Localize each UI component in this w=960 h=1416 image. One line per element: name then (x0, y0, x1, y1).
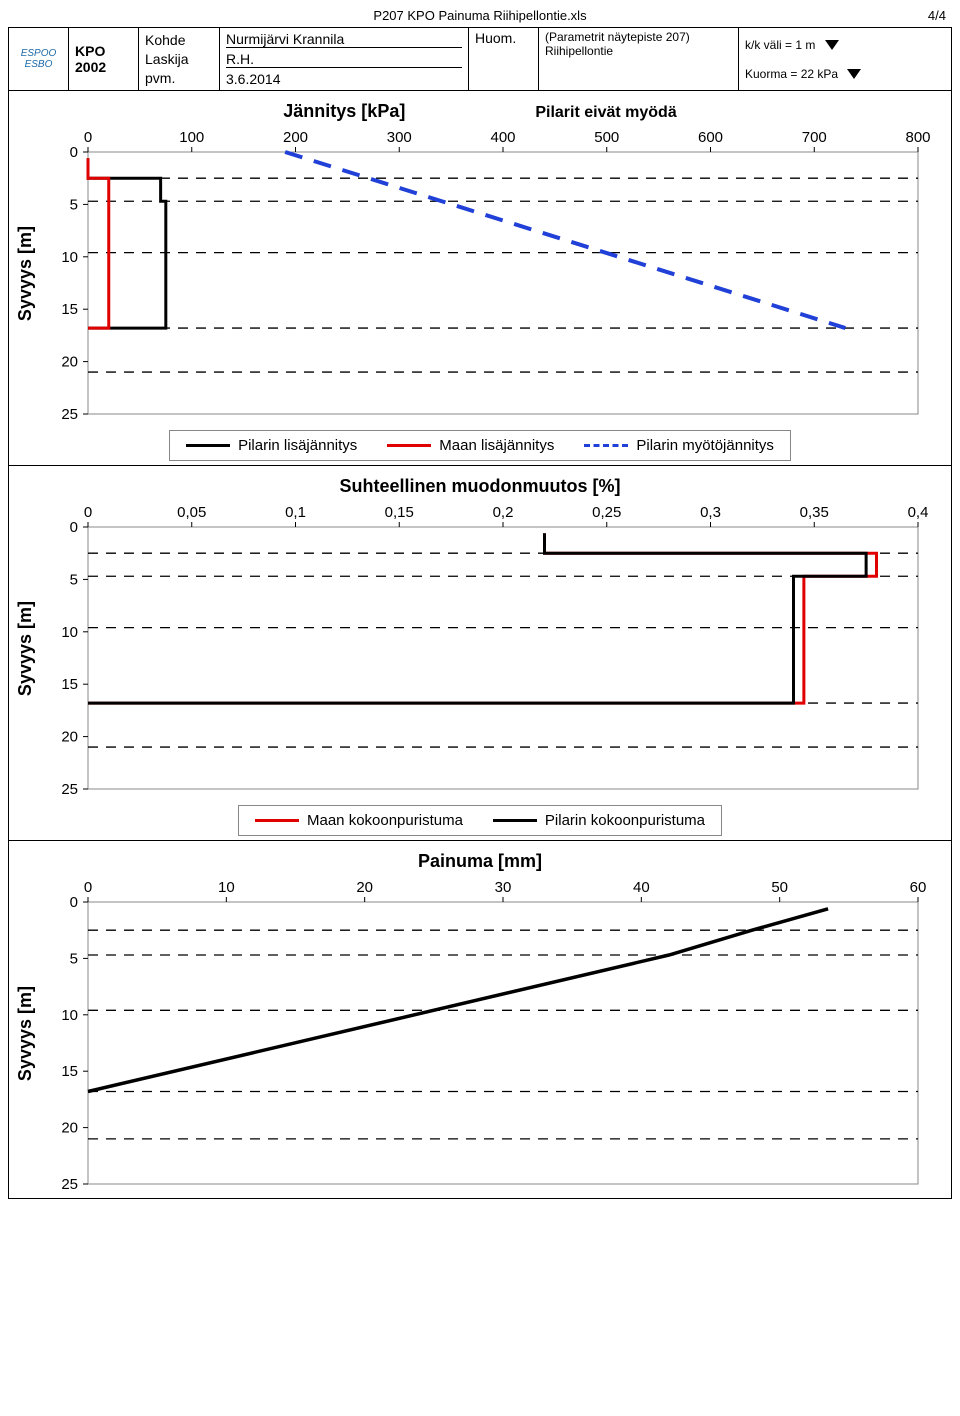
svg-text:25: 25 (61, 1176, 78, 1193)
value-pvm: 3.6.2014 (226, 71, 462, 87)
svg-text:0: 0 (70, 519, 78, 536)
legend-swatch (186, 444, 230, 447)
svg-text:500: 500 (594, 129, 619, 146)
chart2-svg: 0 0,05 0,1 0,15 0,2 0,25 0,3 0,35 0,4 0 5 10 15 20 25 (38, 499, 938, 799)
page-header: P207 KPO Painuma Riihipellontie.xls 4/4 (8, 8, 952, 23)
svg-text:0: 0 (84, 129, 92, 146)
espoo-logo: ESPOO ESBO (9, 28, 69, 90)
svg-text:700: 700 (802, 129, 827, 146)
svg-text:0: 0 (84, 504, 92, 521)
svg-text:300: 300 (387, 129, 412, 146)
svg-text:0: 0 (70, 144, 78, 161)
kk-dropdown[interactable]: k/k väli = 1 m (745, 38, 945, 52)
svg-text:0,3: 0,3 (700, 504, 721, 521)
svg-text:200: 200 (283, 129, 308, 146)
chart2-ylabel: Syvyys [m] (13, 601, 38, 696)
chart3-svg: 0 10 20 30 40 50 60 0 5 10 15 20 25 (38, 874, 938, 1194)
chart2-legend: Maan kokoonpuristuma Pilarin kokoonpuris… (13, 805, 947, 836)
legend-pilarin-lisa: Pilarin lisäjännitys (186, 437, 357, 454)
legend-swatch (255, 819, 299, 822)
legend-swatch (584, 444, 628, 447)
svg-text:20: 20 (356, 879, 373, 896)
chart-muodonmuutos: Suhteellinen muodonmuutos [%] Syvyys [m]… (8, 466, 952, 841)
svg-text:20: 20 (61, 1120, 78, 1137)
svg-text:10: 10 (61, 1007, 78, 1024)
svg-text:5: 5 (70, 950, 78, 967)
filename-text: P207 KPO Painuma Riihipellontie.xls (373, 8, 586, 23)
svg-text:15: 15 (61, 676, 78, 693)
chart1-title: Jännitys [kPa] (283, 101, 405, 122)
svg-text:25: 25 (61, 781, 78, 798)
chart-painuma: Painuma [mm] Syvyys [m] 0 10 20 30 40 50 60 0 5 1… (8, 841, 952, 1199)
svg-text:15: 15 (61, 301, 78, 318)
right-cell: k/k väli = 1 m Kuorma = 22 kPa (739, 28, 951, 90)
svg-text:0,25: 0,25 (592, 504, 621, 521)
legend-swatch (387, 444, 431, 447)
svg-text:40: 40 (633, 879, 650, 896)
svg-text:0,4: 0,4 (908, 504, 929, 521)
value-laskija: R.H. (226, 51, 462, 68)
svg-text:400: 400 (490, 129, 515, 146)
svg-text:0,15: 0,15 (385, 504, 414, 521)
chart1-ylabel: Syvyys [m] (13, 226, 38, 321)
svg-text:0,2: 0,2 (493, 504, 514, 521)
label-pvm: pvm. (145, 70, 213, 86)
huom-label: Huom. (475, 30, 516, 46)
param-line2: Riihipellontie (545, 44, 732, 58)
svg-text:0,1: 0,1 (285, 504, 306, 521)
svg-text:30: 30 (495, 879, 512, 896)
label-kohde: Kohde (145, 32, 213, 48)
svg-text:60: 60 (910, 879, 927, 896)
legend-maan-kokoon: Maan kokoonpuristuma (255, 812, 463, 829)
svg-text:50: 50 (771, 879, 788, 896)
value-kohde: Nurmijärvi Krannila (226, 31, 462, 48)
svg-text:5: 5 (70, 571, 78, 588)
svg-text:100: 100 (179, 129, 204, 146)
svg-text:25: 25 (61, 406, 78, 423)
legend-pilarin-kokoon: Pilarin kokoonpuristuma (493, 812, 705, 829)
chart1-subtitle: Pilarit eivät myödä (535, 104, 676, 122)
label-laskija: Laskija (145, 51, 213, 67)
svg-text:0: 0 (84, 879, 92, 896)
kpo-year: 2002 (75, 59, 132, 75)
svg-text:0: 0 (70, 894, 78, 911)
field-labels: Kohde Laskija pvm. (139, 28, 219, 90)
chart3-ylabel: Syvyys [m] (13, 986, 38, 1081)
chart1-svg: 0 100 200 300 400 500 600 700 800 0 5 10 15 20 25 (38, 124, 938, 424)
param-line1: (Parametrit näytepiste 207) (545, 30, 732, 44)
info-bar: ESPOO ESBO KPO 2002 Kohde Laskija pvm. N… (8, 27, 952, 91)
field-values: Nurmijärvi Krannila R.H. 3.6.2014 (219, 28, 469, 90)
svg-text:15: 15 (61, 1063, 78, 1080)
svg-text:5: 5 (70, 196, 78, 213)
svg-text:0,35: 0,35 (800, 504, 829, 521)
chart2-title: Suhteellinen muodonmuutos [%] (13, 476, 947, 497)
svg-text:10: 10 (218, 879, 235, 896)
kpo-label: KPO (75, 43, 132, 59)
legend-swatch (493, 819, 537, 822)
svg-text:10: 10 (61, 624, 78, 641)
huom-cell: Huom. (469, 28, 539, 90)
page-number: 4/4 (928, 8, 946, 23)
chevron-down-icon (825, 40, 839, 50)
kuorma-dropdown[interactable]: Kuorma = 22 kPa (745, 67, 945, 81)
chart1-legend: Pilarin lisäjännitys Maan lisäjännitys P… (13, 430, 947, 461)
chevron-down-icon (847, 69, 861, 79)
svg-text:0,05: 0,05 (177, 504, 206, 521)
chart3-title: Painuma [mm] (13, 851, 947, 872)
param-cell: (Parametrit näytepiste 207) Riihipellont… (539, 28, 739, 90)
svg-text:20: 20 (61, 354, 78, 371)
chart-jannitys: Jännitys [kPa] Pilarit eivät myödä Syvyy… (8, 91, 952, 466)
svg-text:600: 600 (698, 129, 723, 146)
legend-maan-lisa: Maan lisäjännitys (387, 437, 554, 454)
svg-text:800: 800 (905, 129, 930, 146)
svg-text:10: 10 (61, 249, 78, 266)
svg-text:20: 20 (61, 729, 78, 746)
legend-myoto: Pilarin myötöjännitys (584, 437, 774, 454)
kpo-block: KPO 2002 (69, 28, 139, 90)
